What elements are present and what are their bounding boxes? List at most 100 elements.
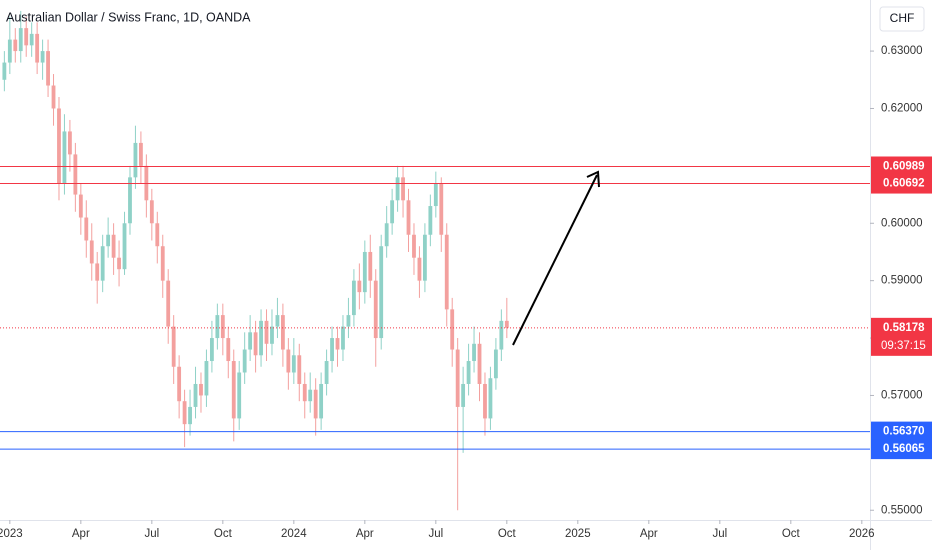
plot (0, 10, 870, 511)
candle-body (220, 315, 225, 339)
candle-body (138, 142, 143, 166)
last-price-label: 0.58178 (883, 322, 925, 334)
candle-body (499, 320, 504, 350)
candle-body (351, 280, 356, 316)
candle-body (291, 355, 296, 373)
candle-body (428, 206, 433, 235)
candle-body (89, 240, 94, 264)
candle-body (46, 51, 50, 86)
candle-body (51, 85, 56, 109)
currency-box[interactable] (879, 6, 925, 32)
candle-body (242, 349, 247, 373)
y-tick-label: 0.59000 (881, 275, 923, 287)
candle-body (7, 39, 12, 63)
candle-body (384, 223, 389, 247)
level-label: 0.56065 (883, 443, 925, 455)
x-tick-label: 2025 (565, 528, 591, 540)
candle-body (100, 246, 105, 281)
y-tick-label: 0.57000 (881, 389, 923, 401)
candle-body (455, 349, 460, 407)
candle-body (373, 280, 378, 339)
x-tick-label: Oct (782, 528, 801, 540)
candle-body (275, 315, 280, 327)
candle-body (466, 361, 471, 384)
candle-body (84, 217, 89, 241)
candle-body (78, 194, 83, 218)
candle-body (67, 131, 72, 155)
candle-body (401, 177, 405, 201)
annotation-arrow (512, 174, 598, 346)
candle-body (450, 309, 455, 350)
candle-body (182, 401, 187, 425)
y-tick-label: 0.62000 (881, 103, 923, 115)
candle-body (357, 280, 362, 293)
candle-body (237, 372, 242, 419)
candle-body (199, 383, 203, 396)
candle-body (166, 280, 171, 327)
level-label: 0.60989 (883, 161, 925, 173)
candle-body (368, 251, 373, 281)
candle-body (483, 383, 487, 419)
candle-body (57, 108, 61, 184)
candle-body (149, 200, 154, 224)
level-label-box (871, 439, 932, 460)
candle-body (280, 315, 285, 350)
candle-body (417, 257, 422, 281)
candle-body (461, 383, 466, 407)
candle-body (111, 234, 116, 258)
chart-title: Australian Dollar / Swiss Franc, 1D, OAN… (6, 10, 251, 24)
candle-body (95, 263, 100, 281)
candle-body (330, 338, 334, 362)
candle-body (390, 200, 395, 224)
candle-body (133, 142, 138, 178)
x-tick-label: Oct (214, 528, 233, 540)
candle-body (422, 234, 427, 281)
candle-body (231, 361, 236, 419)
candle-body (308, 389, 313, 402)
candle-body (29, 33, 34, 46)
currency: CHF (890, 11, 915, 25)
candle-body (73, 154, 78, 195)
level-label: 0.56370 (883, 426, 925, 438)
candle-body (40, 51, 45, 63)
candle-body (226, 338, 231, 362)
candle-body (444, 234, 449, 310)
candle-body (122, 223, 127, 270)
level-label-box (871, 173, 932, 194)
candle-body (259, 320, 263, 356)
candle-body (362, 251, 367, 293)
y-tick-label: 0.55000 (881, 504, 923, 516)
candle-body (193, 383, 198, 407)
y-tick-label: 0.63000 (881, 45, 923, 57)
candle-body (412, 234, 416, 258)
candle-body (117, 257, 121, 270)
candle-body (253, 332, 258, 356)
x-tick-label: Jul (144, 528, 159, 540)
candle-body (248, 332, 253, 350)
candle-body (313, 389, 318, 419)
candle-body (188, 406, 192, 425)
candle-body (18, 28, 23, 52)
candle-body (204, 361, 209, 396)
candle-body (286, 349, 291, 373)
x-tick-label: Apr (356, 528, 374, 540)
candle-body (472, 343, 476, 362)
candle-body (155, 223, 160, 247)
candle-body (13, 39, 18, 52)
candle-body (341, 326, 345, 350)
level-label-box (871, 156, 932, 177)
candle-body (264, 320, 269, 344)
last-price-box (871, 317, 932, 356)
candle-body (24, 28, 29, 46)
candle-body (128, 177, 132, 224)
x-tick-label: Apr (72, 528, 90, 540)
axes: 0.550000.570000.580000.590000.600000.620… (0, 45, 932, 540)
candle-body (177, 366, 182, 402)
candle-body (346, 315, 351, 327)
candle-body (302, 383, 307, 402)
x-tick-label: 2026 (849, 528, 875, 540)
countdown: 09:37:15 (881, 340, 926, 352)
x-tick-label: 2023 (0, 528, 23, 540)
